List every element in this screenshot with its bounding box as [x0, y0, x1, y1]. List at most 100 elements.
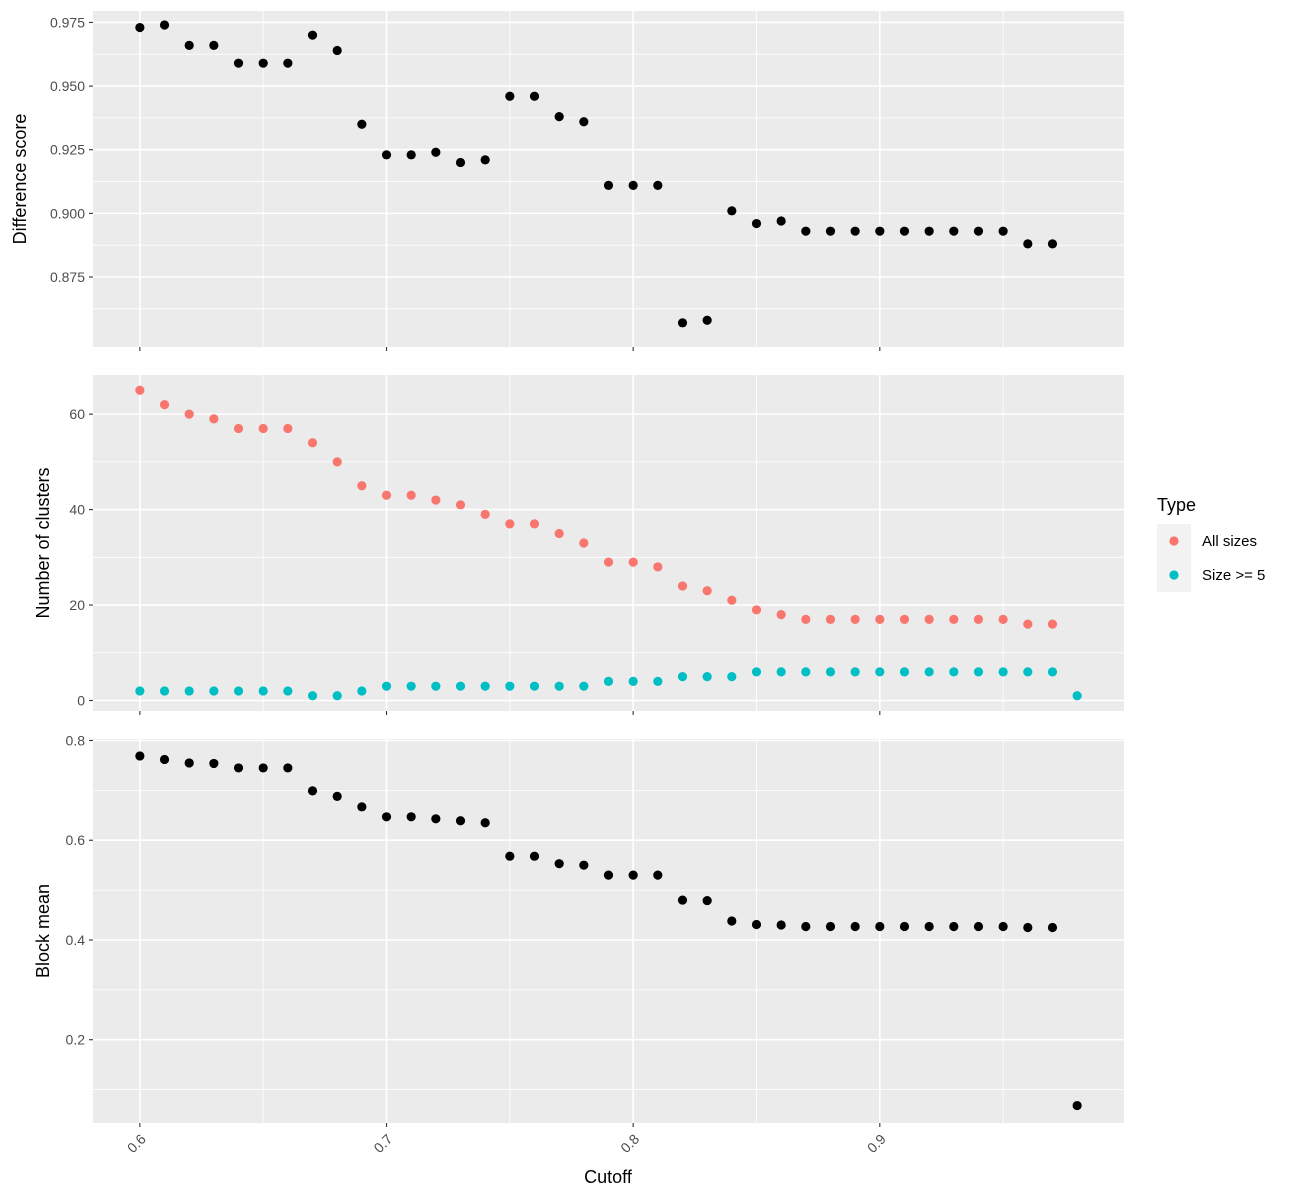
data-point	[209, 758, 219, 769]
data-point	[381, 490, 392, 500]
data-point	[505, 681, 515, 691]
data-point	[357, 802, 367, 812]
data-point	[776, 216, 786, 226]
data-point	[1047, 667, 1058, 677]
y-tick-label: 0.950	[50, 78, 85, 94]
series-1	[135, 751, 1082, 1111]
x-tick-label: 0.9	[864, 1131, 889, 1156]
y-tick-label: 0.900	[50, 205, 85, 221]
data-point	[357, 119, 367, 129]
data-point	[307, 438, 318, 448]
data-point	[1072, 1100, 1082, 1111]
data-point	[702, 895, 712, 906]
data-point	[209, 40, 219, 50]
data-point	[628, 676, 638, 687]
data-point	[332, 791, 342, 801]
data-point	[480, 818, 490, 828]
data-point	[702, 672, 712, 682]
data-point	[233, 686, 244, 696]
data-point	[751, 218, 762, 229]
data-point	[357, 686, 367, 696]
data-point	[579, 538, 589, 548]
panel-background	[93, 739, 1124, 1123]
data-point	[628, 870, 638, 880]
data-point	[381, 812, 392, 822]
series-2	[135, 667, 1082, 701]
data-point	[850, 667, 860, 677]
data-point	[776, 609, 786, 620]
data-point	[1072, 691, 1082, 701]
data-point	[653, 180, 663, 190]
data-point	[875, 226, 885, 236]
data-point	[431, 814, 441, 824]
data-point	[480, 681, 490, 691]
data-point	[332, 45, 342, 56]
data-point	[825, 667, 836, 677]
y-tick-label: 0.2	[66, 1032, 86, 1048]
data-point	[899, 667, 910, 677]
data-point	[850, 614, 860, 624]
data-point	[455, 500, 466, 510]
data-point	[899, 614, 910, 624]
data-point	[899, 921, 910, 932]
data-point	[825, 614, 836, 624]
data-point	[603, 676, 614, 687]
data-point	[406, 681, 416, 691]
data-point	[505, 91, 515, 101]
data-point	[307, 30, 318, 40]
data-point	[135, 22, 145, 33]
data-point	[677, 672, 688, 682]
data-point	[1023, 239, 1033, 249]
data-point	[554, 681, 564, 691]
data-point	[283, 763, 293, 773]
data-point	[233, 763, 244, 773]
data-point	[505, 851, 515, 861]
data-point	[628, 180, 638, 190]
series-1	[135, 20, 1058, 328]
data-point	[233, 58, 244, 68]
panel-1: 0.875 0.900 0.925 0.950 0.975 Difference scor…	[10, 11, 1124, 351]
data-point	[332, 457, 342, 467]
data-point	[825, 921, 836, 932]
data-point	[406, 490, 416, 500]
data-point	[258, 686, 268, 696]
data-point	[579, 860, 589, 870]
data-point	[998, 921, 1008, 932]
data-point	[924, 226, 934, 236]
data-point	[283, 423, 293, 434]
y-tick-label: 0.8	[66, 732, 86, 748]
data-point	[801, 226, 811, 236]
data-point	[677, 318, 688, 328]
x-tick-label: 0.6	[124, 1131, 149, 1156]
data-point	[431, 681, 441, 691]
y-tick-label: 0.875	[50, 269, 85, 285]
data-point	[776, 920, 786, 930]
data-point	[431, 495, 441, 505]
data-point	[480, 509, 490, 519]
data-point	[431, 147, 441, 157]
panel-background	[93, 375, 1124, 711]
data-point	[825, 226, 836, 236]
data-point	[1023, 619, 1033, 629]
data-point	[801, 667, 811, 677]
data-point	[209, 414, 219, 424]
x-tick-label: 0.7	[370, 1131, 395, 1156]
data-point	[159, 399, 170, 410]
data-point	[579, 117, 589, 127]
data-point	[258, 58, 268, 68]
legend-entry: All sizes	[1157, 524, 1257, 558]
y-tick-label: 20	[69, 597, 85, 613]
data-point	[899, 226, 910, 236]
data-point	[135, 385, 145, 395]
x-axis-title: Cutoff	[584, 1167, 633, 1187]
data-point	[949, 667, 959, 677]
panel-background	[93, 11, 1124, 347]
x-tick-label: 0.8	[617, 1131, 642, 1156]
data-point	[751, 919, 762, 930]
data-point	[1023, 922, 1033, 933]
data-point	[480, 155, 490, 165]
data-point	[949, 226, 959, 236]
data-point	[579, 681, 589, 691]
data-point	[184, 758, 194, 768]
data-point	[258, 763, 268, 773]
